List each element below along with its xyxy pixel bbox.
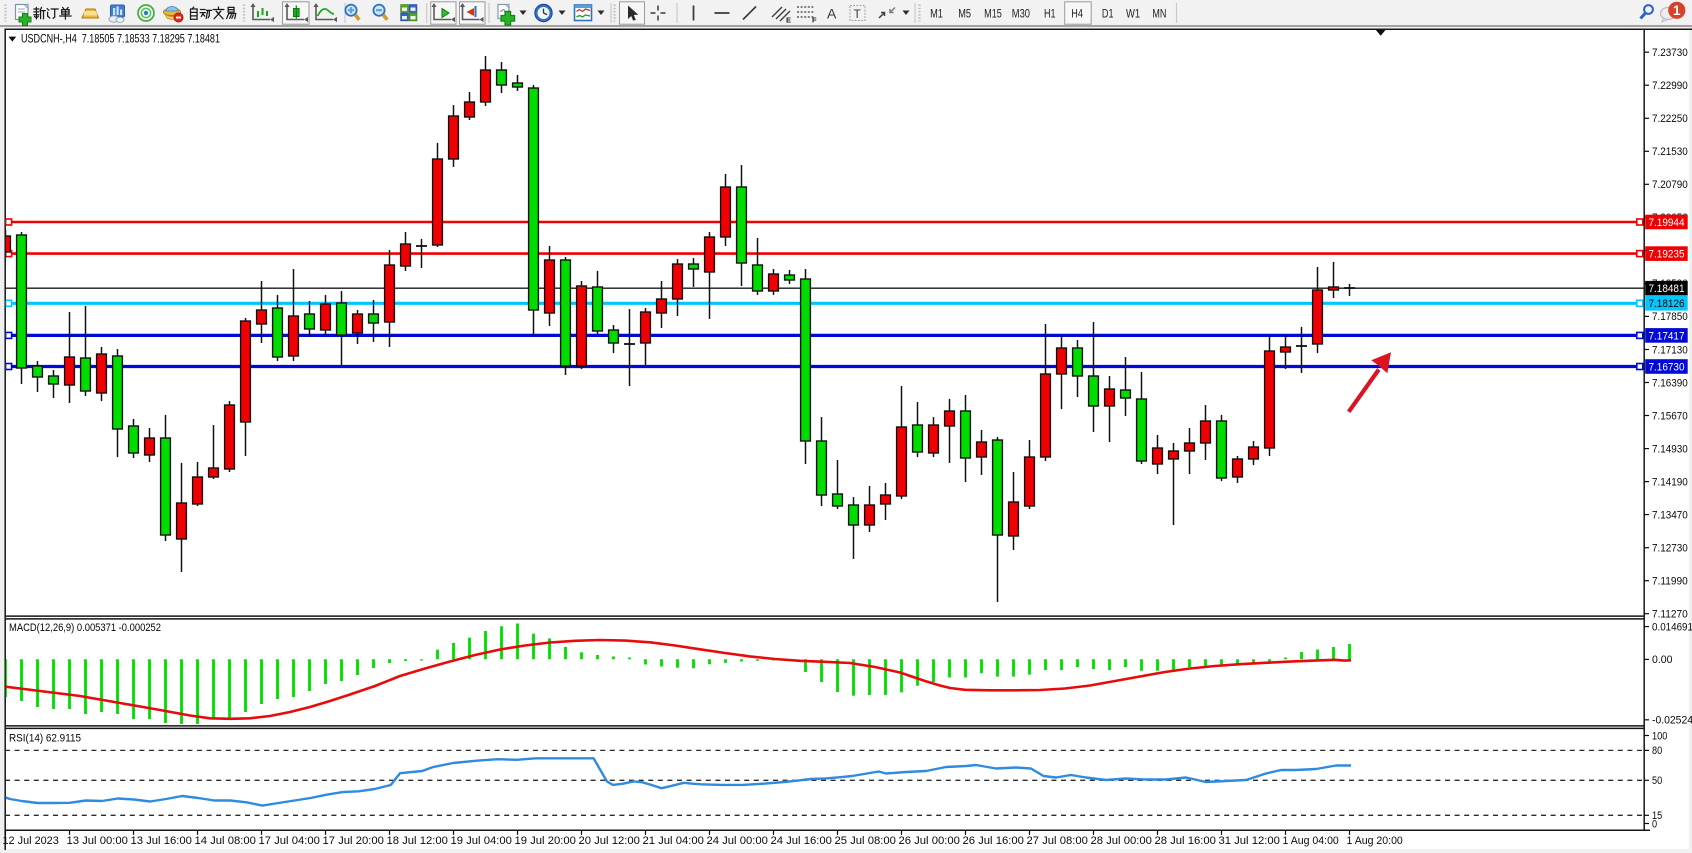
svg-text:0: 0 <box>1652 818 1657 830</box>
svg-text:7.11270: 7.11270 <box>1652 609 1688 621</box>
svg-text:1 Aug 04:00: 1 Aug 04:00 <box>1283 835 1339 847</box>
svg-text:A: A <box>827 6 837 22</box>
svg-text:100: 100 <box>1652 730 1667 742</box>
svg-text:H1: H1 <box>1044 7 1056 21</box>
svg-text:USDCNH-,H4 7.18505 7.18533 7.: USDCNH-,H4 7.18505 7.18533 7.18295 7.184… <box>21 33 220 46</box>
svg-text:27 Jul 08:00: 27 Jul 08:00 <box>1027 835 1088 847</box>
svg-text:50: 50 <box>1652 775 1662 787</box>
svg-text:7.19235: 7.19235 <box>1649 249 1685 261</box>
svg-text:7.16730: 7.16730 <box>1649 361 1685 373</box>
svg-text:7.20790: 7.20790 <box>1652 179 1688 191</box>
svg-text:D1: D1 <box>1102 7 1114 21</box>
svg-text:7.15670: 7.15670 <box>1652 410 1688 422</box>
svg-text:26 Jul 16:00: 26 Jul 16:00 <box>963 835 1024 847</box>
svg-text:W1: W1 <box>1126 7 1140 21</box>
svg-text:1: 1 <box>1673 3 1681 18</box>
svg-text:7.11990: 7.11990 <box>1652 576 1688 588</box>
svg-text:7.16390: 7.16390 <box>1652 377 1688 389</box>
svg-text:7.19944: 7.19944 <box>1649 217 1685 229</box>
svg-text:25 Jul 08:00: 25 Jul 08:00 <box>835 835 896 847</box>
svg-text:7.14930: 7.14930 <box>1652 443 1688 455</box>
svg-text:7.13470: 7.13470 <box>1652 509 1688 521</box>
svg-text:80: 80 <box>1652 745 1662 757</box>
svg-text:7.22250: 7.22250 <box>1652 113 1688 125</box>
svg-text:13 Jul 16:00: 13 Jul 16:00 <box>131 835 192 847</box>
svg-text:12 Jul 2023: 12 Jul 2023 <box>3 835 59 847</box>
svg-text:7.18481: 7.18481 <box>1649 283 1685 295</box>
svg-text:26 Jul 00:00: 26 Jul 00:00 <box>899 835 960 847</box>
svg-text:M15: M15 <box>984 7 1002 21</box>
svg-text:7.17417: 7.17417 <box>1649 330 1685 342</box>
svg-text:M5: M5 <box>958 7 971 21</box>
svg-text:7.12730: 7.12730 <box>1652 543 1688 555</box>
svg-text:MN: MN <box>1152 7 1166 21</box>
svg-text:15: 15 <box>1652 810 1662 822</box>
svg-text:24 Jul 16:00: 24 Jul 16:00 <box>771 835 832 847</box>
svg-text:28 Jul 16:00: 28 Jul 16:00 <box>1155 835 1216 847</box>
svg-text:7.21530: 7.21530 <box>1652 146 1688 158</box>
svg-text:RSI(14) 62.9115: RSI(14) 62.9115 <box>9 733 81 745</box>
svg-text:F: F <box>812 16 817 25</box>
svg-text:T: T <box>854 7 862 21</box>
svg-text:20 Jul 12:00: 20 Jul 12:00 <box>579 835 640 847</box>
svg-text:19 Jul 04:00: 19 Jul 04:00 <box>451 835 512 847</box>
svg-text:18 Jul 12:00: 18 Jul 12:00 <box>387 835 448 847</box>
svg-text:19 Jul 20:00: 19 Jul 20:00 <box>515 835 576 847</box>
svg-text:H4: H4 <box>1071 7 1083 21</box>
svg-text:21 Jul 04:00: 21 Jul 04:00 <box>643 835 704 847</box>
svg-text:7.23730: 7.23730 <box>1652 47 1688 59</box>
svg-text:7.17130: 7.17130 <box>1652 344 1688 356</box>
svg-text:M30: M30 <box>1012 7 1030 21</box>
svg-text:-0.02524: -0.02524 <box>1652 715 1692 727</box>
svg-text:14 Jul 08:00: 14 Jul 08:00 <box>195 835 256 847</box>
svg-text:17 Jul 20:00: 17 Jul 20:00 <box>323 835 384 847</box>
svg-text:28 Jul 00:00: 28 Jul 00:00 <box>1091 835 1152 847</box>
svg-text:0.014691: 0.014691 <box>1652 621 1692 633</box>
svg-text:13 Jul 00:00: 13 Jul 00:00 <box>67 835 128 847</box>
svg-text:24 Jul 00:00: 24 Jul 00:00 <box>707 835 768 847</box>
svg-text:7.17850: 7.17850 <box>1652 311 1688 323</box>
svg-text:17 Jul 04:00: 17 Jul 04:00 <box>259 835 320 847</box>
svg-text:1 Aug 20:00: 1 Aug 20:00 <box>1347 835 1403 847</box>
svg-text:7.18126: 7.18126 <box>1649 298 1685 310</box>
svg-text:31 Jul 12:00: 31 Jul 12:00 <box>1219 835 1280 847</box>
svg-text:M1: M1 <box>930 7 943 21</box>
svg-text:MACD(12,26,9) 0.005371 -0.0002: MACD(12,26,9) 0.005371 -0.000252 <box>9 622 161 634</box>
svg-text:7.14190: 7.14190 <box>1652 476 1688 488</box>
svg-text:7.22990: 7.22990 <box>1652 80 1688 92</box>
svg-text:0.00: 0.00 <box>1652 654 1673 666</box>
svg-text:E: E <box>786 16 791 25</box>
